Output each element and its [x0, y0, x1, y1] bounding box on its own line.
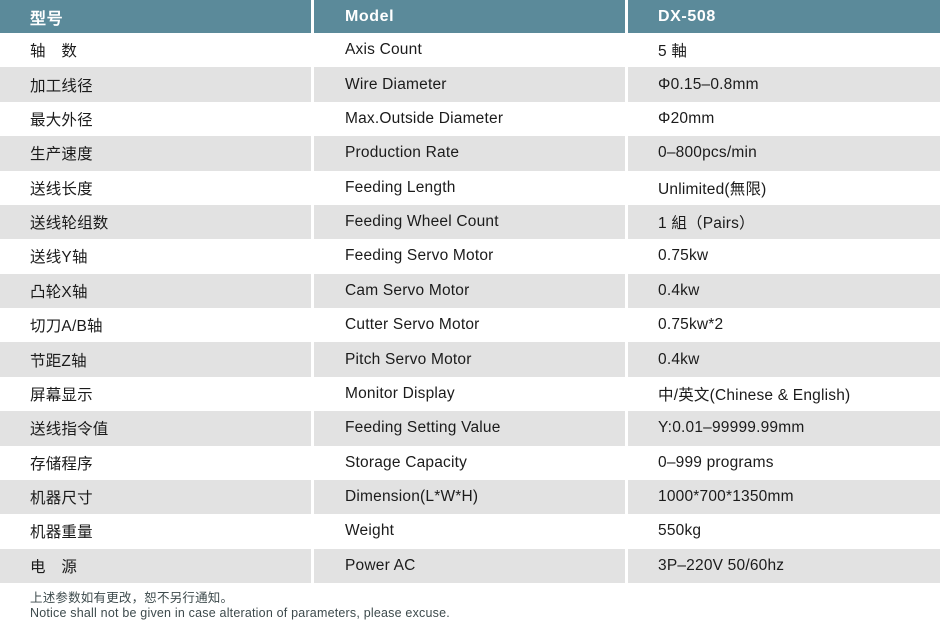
machine-spec-table: 型号 Model DX-508 轴 数 Axis Count 5 軸加工线径 Wire… — [0, 0, 940, 583]
row-value: 5 軸 — [628, 33, 940, 68]
row-label-en: Production Rate — [314, 136, 625, 171]
row-value: 0.4kw — [628, 273, 940, 308]
row-label-en: Monitor Display — [314, 376, 625, 412]
table-row: 送线指令值 Feeding Setting Value Y:0.01–99999.9… — [0, 411, 940, 446]
row-value: Unlimited(無限) — [628, 170, 940, 205]
row-label-en: Feeding Servo Motor — [314, 239, 625, 274]
footer-note-en: Notice shall not be given in case altera… — [30, 606, 450, 620]
header-model-cn: 型号 — [0, 0, 311, 33]
row-value: 3P–220V 50/60hz — [628, 548, 940, 583]
table-row: 机器重量 Weight 550kg — [0, 514, 940, 549]
row-label-cn: 电 源 — [0, 548, 311, 583]
row-value: 0–800pcs/min — [628, 136, 940, 171]
row-label-cn: 屏幕显示 — [0, 376, 311, 412]
table-row: 屏幕显示 Monitor Display 中/英文(Chinese & Englis… — [0, 376, 940, 412]
row-label-cn: 最大外径 — [0, 101, 311, 137]
table-row: 凸轮X轴 Cam Servo Motor 0.4kw — [0, 273, 940, 308]
table-row: 轴 数 Axis Count 5 軸 — [0, 33, 940, 68]
footer-note: 上述参数如有更改，恕不另行通知。 Notice shall not be giv… — [30, 591, 940, 621]
row-label-en: Pitch Servo Motor — [314, 342, 625, 377]
row-label-cn: 凸轮X轴 — [0, 273, 311, 308]
row-label-en: Power AC — [314, 548, 625, 583]
row-label-cn: 节距Z轴 — [0, 342, 311, 377]
row-label-en: Cam Servo Motor — [314, 273, 625, 308]
table-row: 加工线径 Wire Diameter Φ0.15–0.8mm — [0, 67, 940, 102]
row-value: Φ20mm — [628, 101, 940, 137]
row-value: Φ0.15–0.8mm — [628, 67, 940, 102]
row-label-en: Cutter Servo Motor — [314, 308, 625, 343]
row-value: 0.75kw — [628, 239, 940, 274]
table-row: 送线轮组数 Feeding Wheel Count 1 組（Pairs） — [0, 204, 940, 240]
row-label-cn: 送线长度 — [0, 170, 311, 205]
table-row: 送线长度 Feeding Length Unlimited(無限) — [0, 170, 940, 205]
table-row: 生产速度 Production Rate 0–800pcs/min — [0, 136, 940, 171]
row-label-cn: 送线Y轴 — [0, 239, 311, 274]
table-row: 节距Z轴 Pitch Servo Motor 0.4kw — [0, 342, 940, 377]
table-row: 最大外径 Max.Outside Diameter Φ20mm — [0, 101, 940, 137]
table-row: 机器尺寸 Dimension(L*W*H) 1000*700*1350mm — [0, 479, 940, 515]
row-value: 1 組（Pairs） — [628, 204, 940, 240]
row-label-cn: 送线指令值 — [0, 411, 311, 446]
row-label-cn: 切刀A/B轴 — [0, 308, 311, 343]
table-header-row: 型号 Model DX-508 — [0, 0, 940, 33]
row-value: 1000*700*1350mm — [628, 479, 940, 515]
row-label-en: Weight — [314, 514, 625, 549]
row-value: 550kg — [628, 514, 940, 549]
row-value: 0–999 programs — [628, 445, 940, 480]
header-model-en: Model — [314, 0, 625, 33]
table-row: 送线Y轴 Feeding Servo Motor 0.75kw — [0, 239, 940, 274]
row-value: 0.75kw*2 — [628, 308, 940, 343]
row-label-en: Feeding Setting Value — [314, 411, 625, 446]
row-label-en: Feeding Length — [314, 170, 625, 205]
table-row: 存储程序 Storage Capacity 0–999 programs — [0, 445, 940, 480]
row-value: 0.4kw — [628, 342, 940, 377]
row-label-en: Wire Diameter — [314, 67, 625, 102]
row-label-en: Feeding Wheel Count — [314, 204, 625, 240]
spec-table-body: 轴 数 Axis Count 5 軸加工线径 Wire Diameter Φ0.15–0… — [0, 33, 940, 583]
table-row: 切刀A/B轴 Cutter Servo Motor 0.75kw*2 — [0, 308, 940, 343]
row-label-cn: 机器尺寸 — [0, 479, 311, 515]
row-value: 中/英文(Chinese & English) — [628, 376, 940, 412]
row-label-en: Dimension(L*W*H) — [314, 479, 625, 515]
row-label-cn: 送线轮组数 — [0, 204, 311, 240]
footer-note-cn: 上述参数如有更改，恕不另行通知。 — [30, 591, 234, 605]
row-label-cn: 机器重量 — [0, 514, 311, 549]
row-label-cn: 加工线径 — [0, 67, 311, 102]
row-value: Y:0.01–99999.99mm — [628, 411, 940, 446]
row-label-cn: 轴 数 — [0, 33, 311, 68]
table-row: 电 源 Power AC 3P–220V 50/60hz — [0, 548, 940, 583]
row-label-en: Max.Outside Diameter — [314, 101, 625, 137]
header-model-number: DX-508 — [628, 0, 940, 33]
row-label-cn: 生产速度 — [0, 136, 311, 171]
row-label-en: Axis Count — [314, 33, 625, 68]
row-label-en: Storage Capacity — [314, 445, 625, 480]
row-label-cn: 存储程序 — [0, 445, 311, 480]
